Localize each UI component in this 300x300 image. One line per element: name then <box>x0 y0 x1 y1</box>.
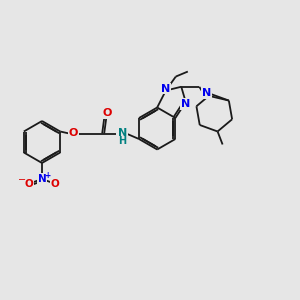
Text: O: O <box>25 179 33 189</box>
Text: N: N <box>202 88 211 98</box>
Text: O: O <box>51 179 59 189</box>
Text: O: O <box>103 109 112 118</box>
Text: O: O <box>68 128 78 139</box>
Text: +: + <box>44 170 50 179</box>
Text: H: H <box>118 136 126 146</box>
Text: N: N <box>118 128 127 139</box>
Text: N: N <box>161 83 170 94</box>
Text: −: − <box>18 175 26 185</box>
Text: N: N <box>38 174 46 184</box>
Text: N: N <box>181 99 190 109</box>
